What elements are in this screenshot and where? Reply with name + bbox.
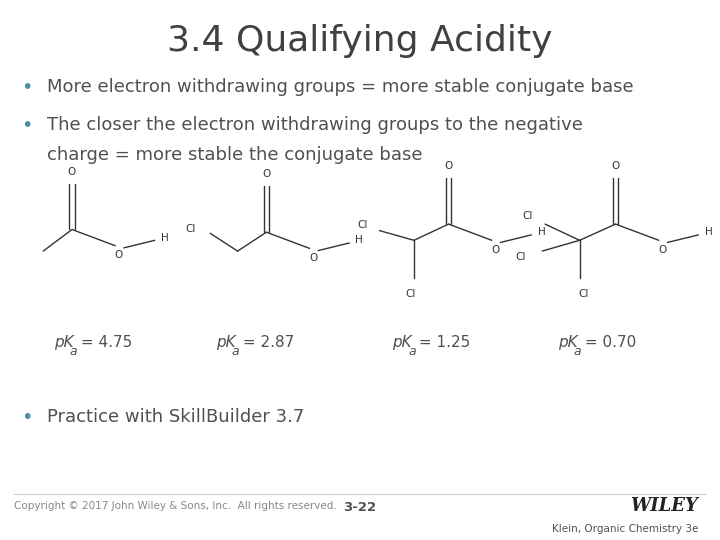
Text: 3-22: 3-22 <box>343 501 377 514</box>
Text: = 1.25: = 1.25 <box>414 335 470 350</box>
Text: 3.4 Qualifying Acidity: 3.4 Qualifying Acidity <box>167 24 553 58</box>
Text: H: H <box>538 227 545 237</box>
Text: O: O <box>68 167 76 177</box>
Text: pK: pK <box>558 335 577 350</box>
Text: O: O <box>444 161 453 171</box>
Text: Copyright © 2017 John Wiley & Sons, Inc.  All rights reserved.: Copyright © 2017 John Wiley & Sons, Inc.… <box>14 501 337 511</box>
Text: More electron withdrawing groups = more stable conjugate base: More electron withdrawing groups = more … <box>47 78 634 96</box>
Text: O: O <box>491 245 500 255</box>
Text: a: a <box>574 345 582 358</box>
Text: Cl: Cl <box>578 289 588 299</box>
Text: a: a <box>408 345 416 358</box>
Text: pK: pK <box>54 335 73 350</box>
Text: H: H <box>161 233 168 242</box>
Text: The closer the electron withdrawing groups to the negative: The closer the electron withdrawing grou… <box>47 116 582 134</box>
Text: Cl: Cl <box>357 220 367 230</box>
Text: H: H <box>705 227 712 237</box>
Text: O: O <box>611 161 620 171</box>
Text: = 2.87: = 2.87 <box>238 335 294 350</box>
Text: = 4.75: = 4.75 <box>76 335 132 350</box>
Text: = 0.70: = 0.70 <box>580 335 636 350</box>
Text: Cl: Cl <box>405 289 415 299</box>
Text: Klein, Organic Chemistry 3e: Klein, Organic Chemistry 3e <box>552 524 698 534</box>
Text: Cl: Cl <box>516 252 526 261</box>
Text: Cl: Cl <box>523 211 533 221</box>
Text: Practice with SkillBuilder 3.7: Practice with SkillBuilder 3.7 <box>47 408 304 426</box>
Text: WILEY: WILEY <box>631 497 698 515</box>
Text: a: a <box>70 345 78 358</box>
Text: Cl: Cl <box>186 225 196 234</box>
Text: charge = more stable the conjugate base: charge = more stable the conjugate base <box>47 146 423 164</box>
Text: •: • <box>22 78 33 97</box>
Text: pK: pK <box>392 335 412 350</box>
Text: a: a <box>232 345 240 358</box>
Text: •: • <box>22 408 33 427</box>
Text: •: • <box>22 116 33 135</box>
Text: H: H <box>356 235 363 245</box>
Text: O: O <box>114 251 123 260</box>
Text: O: O <box>658 245 667 255</box>
Text: O: O <box>262 170 271 179</box>
Text: pK: pK <box>216 335 235 350</box>
Text: O: O <box>309 253 318 263</box>
